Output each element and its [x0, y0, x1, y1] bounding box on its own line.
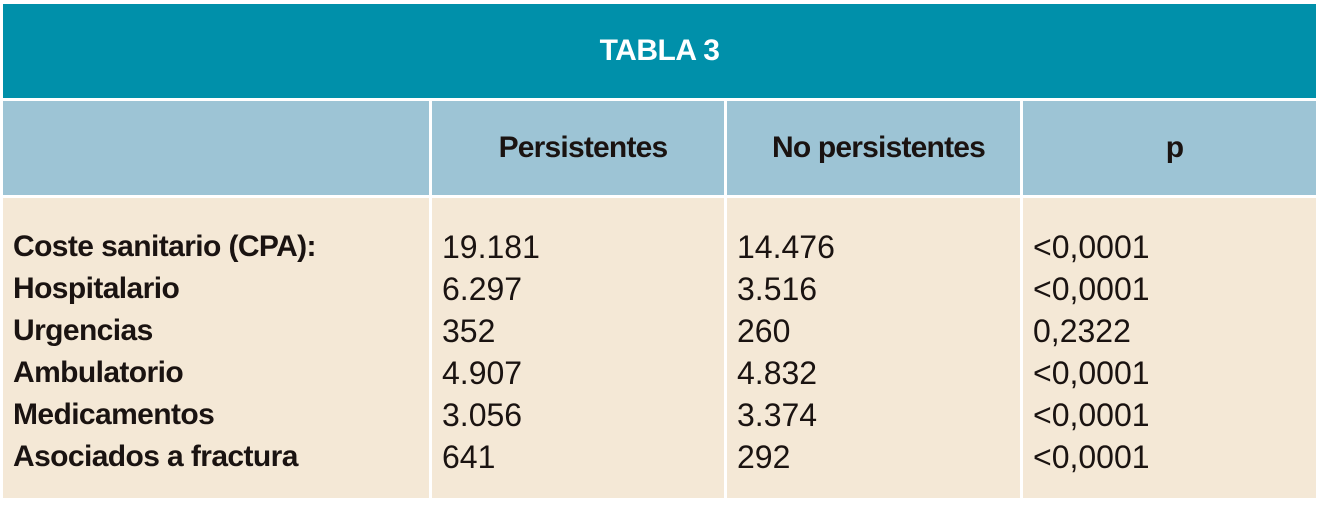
cell-p: <0,0001: [1033, 271, 1150, 307]
cell-label: Coste sanitario (CPA):: [13, 230, 317, 263]
cell-p: <0,0001: [1033, 439, 1150, 475]
cell-no-persistentes: 260: [737, 313, 791, 349]
cell-p: 0,2322: [1033, 313, 1131, 349]
cell-label: Medicamentos: [13, 398, 215, 431]
column-persistentes: 19.181 6.297 352 4.907 3.056 641: [432, 198, 724, 498]
cell-label: Urgencias: [13, 314, 153, 347]
header-empty: [3, 101, 429, 195]
header-p: p: [1023, 101, 1316, 195]
column-p: <0,0001 <0,0001 0,2322 <0,0001 <0,0001 <0,000…: [1023, 198, 1316, 498]
cell-p: <0,0001: [1033, 355, 1150, 391]
cell-label: Hospitalario: [13, 272, 180, 305]
cell-label: Asociados a fractura: [13, 440, 298, 473]
cell-p: <0,0001: [1033, 229, 1150, 265]
cell-persistentes: 641: [442, 439, 496, 475]
cell-persistentes: 6.297: [442, 271, 523, 307]
cell-p: <0,0001: [1033, 397, 1150, 433]
column-labels: Coste sanitario (CPA): Hospitalario Urgenc…: [3, 198, 429, 498]
table-title: TABLA 3: [3, 4, 1316, 98]
cell-persistentes: 352: [442, 313, 496, 349]
cell-persistentes: 3.056: [442, 397, 523, 433]
cell-label: Ambulatorio: [13, 356, 184, 389]
cell-no-persistentes: 3.516: [737, 271, 818, 307]
header-no-persistentes: No persistentes: [727, 101, 1020, 195]
column-no-persistentes: 14.476 3.516 260 4.832 3.374 292: [727, 198, 1020, 498]
cell-persistentes: 19.181: [442, 229, 540, 265]
cell-no-persistentes: 14.476: [737, 229, 835, 265]
header-persistentes: Persistentes: [432, 101, 724, 195]
cell-persistentes: 4.907: [442, 355, 523, 391]
cell-no-persistentes: 3.374: [737, 397, 818, 433]
cell-no-persistentes: 292: [737, 439, 791, 475]
cell-no-persistentes: 4.832: [737, 355, 818, 391]
